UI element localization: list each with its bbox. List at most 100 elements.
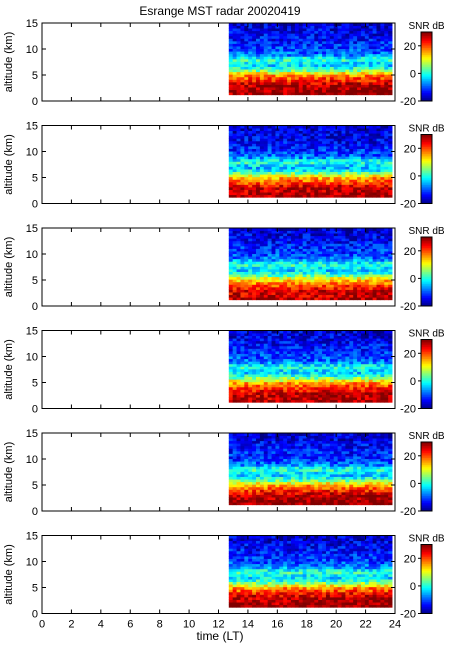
heatmap-cell	[240, 184, 245, 188]
colorbar-segment	[421, 139, 432, 142]
heatmap-cell	[252, 130, 257, 134]
heatmap-cell	[259, 379, 265, 383]
heatmap-cell	[364, 171, 370, 175]
heatmap-cell	[267, 386, 272, 390]
heatmap-cell	[384, 230, 389, 234]
heatmap-cell	[240, 92, 245, 96]
heatmap-cell	[236, 392, 241, 395]
heatmap-cell	[329, 399, 335, 403]
heatmap-cell	[357, 279, 362, 283]
heatmap-cell	[240, 263, 245, 267]
heatmap-cell	[228, 263, 234, 267]
heatmap-cell	[244, 358, 249, 362]
heatmap-cell	[228, 292, 234, 296]
heatmap-cell	[302, 43, 307, 47]
heatmap-cell	[357, 363, 362, 367]
heatmap-cell	[388, 248, 393, 252]
heatmap-cell	[318, 358, 323, 362]
heatmap-cell	[322, 74, 327, 78]
heatmap-cell	[279, 130, 284, 134]
heatmap-cell	[283, 71, 288, 75]
heatmap-cell	[357, 271, 362, 275]
heatmap-cell	[341, 176, 346, 180]
heatmap-cell	[318, 194, 323, 198]
heatmap-cell	[337, 192, 342, 196]
heatmap-cell	[228, 143, 234, 147]
heatmap-cell	[259, 266, 265, 270]
heatmap-cell	[232, 235, 237, 239]
heatmap-cell	[283, 53, 288, 57]
heatmap-cell	[384, 156, 389, 160]
heatmap-cell	[333, 71, 339, 75]
heatmap-cell	[357, 25, 362, 29]
heatmap-cell	[263, 161, 269, 165]
heatmap-cell	[384, 187, 389, 190]
heatmap-cell	[349, 333, 354, 337]
heatmap-cell	[318, 187, 323, 190]
heatmap-cell	[298, 169, 304, 173]
heatmap-cell	[376, 81, 381, 85]
heatmap-cell	[372, 238, 377, 242]
heatmap-cell	[388, 43, 393, 47]
heatmap-cell	[384, 248, 389, 252]
heatmap-cell	[283, 233, 288, 237]
heatmap-cell	[360, 279, 366, 283]
heatmap-cell	[353, 133, 358, 137]
heatmap-cell	[376, 194, 381, 198]
heatmap-cell	[329, 261, 335, 265]
heatmap-cell	[259, 335, 265, 339]
heatmap-cell	[322, 130, 327, 134]
heatmap-cell	[341, 392, 346, 395]
heatmap-cell	[236, 376, 241, 380]
heatmap-cell	[310, 230, 315, 234]
heatmap-cell	[240, 233, 245, 237]
heatmap-cell	[240, 279, 245, 283]
heatmap-cell	[310, 335, 315, 339]
heatmap-cell	[318, 261, 323, 265]
heatmap-cell	[232, 51, 237, 55]
heatmap-cell	[384, 58, 389, 62]
heatmap-cell	[364, 184, 370, 188]
heatmap-cell	[228, 76, 234, 80]
heatmap-cell	[357, 294, 362, 298]
heatmap-cell	[372, 374, 377, 378]
heatmap-cell	[279, 43, 284, 47]
heatmap-cell	[345, 40, 350, 44]
heatmap-cell	[337, 71, 342, 75]
heatmap-cell	[325, 286, 331, 290]
heatmap-cell	[318, 56, 323, 60]
heatmap-cell	[275, 187, 280, 190]
heatmap-cell	[279, 184, 284, 188]
heatmap-cell	[306, 176, 311, 180]
heatmap-cell	[310, 379, 315, 383]
heatmap-cell	[384, 46, 389, 50]
heatmap-cell	[271, 376, 276, 380]
heatmap-cell	[333, 345, 339, 349]
heatmap-cell	[287, 138, 292, 142]
heatmap-cell	[322, 340, 327, 344]
heatmap-cell	[279, 235, 284, 239]
heatmap-cell	[333, 76, 339, 80]
heatmap-cell	[259, 33, 265, 37]
heatmap-cell	[364, 92, 370, 96]
heatmap-cell	[294, 81, 300, 85]
heatmap-cell	[244, 71, 249, 75]
heatmap-cell	[329, 286, 335, 290]
heatmap-cell	[314, 87, 319, 91]
heatmap-cell	[372, 279, 377, 283]
heatmap-cell	[325, 140, 331, 144]
heatmap-cell	[353, 269, 358, 272]
heatmap-cell	[256, 330, 261, 334]
heatmap-cell	[290, 335, 296, 339]
heatmap-cell	[314, 297, 319, 301]
heatmap-cell	[294, 330, 300, 334]
heatmap-cell	[283, 181, 288, 185]
heatmap-cell	[252, 81, 257, 85]
heatmap-cell	[275, 230, 280, 234]
heatmap-cell	[310, 263, 315, 267]
heatmap-cell	[333, 128, 339, 132]
heatmap-cell	[306, 345, 311, 349]
heatmap-cell	[329, 235, 335, 239]
heatmap-cell	[236, 64, 241, 67]
heatmap-cell	[341, 169, 346, 173]
